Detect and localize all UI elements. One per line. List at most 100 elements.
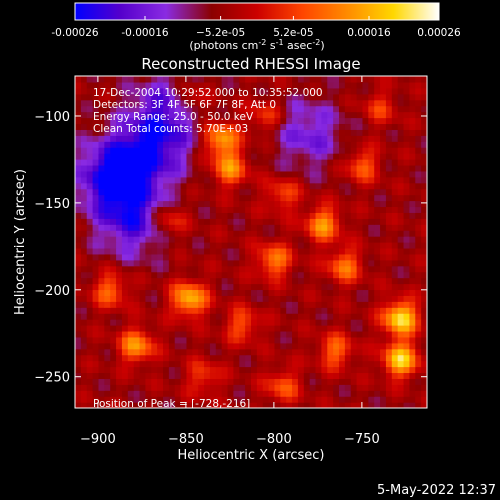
heatmap-cell	[209, 81, 217, 89]
heatmap-cell	[116, 295, 123, 302]
heatmap-cell	[309, 342, 317, 350]
heatmap-cell	[297, 182, 305, 190]
heatmap-cell	[286, 135, 293, 142]
heatmap-cell	[292, 242, 299, 249]
heatmap-cell	[374, 87, 381, 95]
heatmap-cell	[344, 76, 352, 83]
heatmap-cell	[180, 188, 188, 196]
heatmap-cell	[286, 236, 293, 243]
heatmap-cell	[309, 99, 317, 107]
heatmap-cell	[397, 342, 405, 350]
heatmap-cell	[233, 200, 240, 208]
heatmap-cell	[344, 164, 352, 172]
heatmap-cell	[274, 147, 281, 154]
heatmap-cell	[174, 81, 182, 89]
heatmap-cell	[356, 93, 364, 101]
heatmap-cell	[421, 265, 427, 273]
heatmap-cell	[233, 360, 240, 368]
heatmap-cell	[256, 336, 264, 344]
heatmap-cell	[151, 218, 158, 225]
heatmap-cell	[380, 283, 387, 291]
heatmap-cell	[233, 218, 240, 225]
heatmap-cell	[315, 176, 322, 184]
heatmap-cell	[186, 342, 193, 350]
heatmap-cell	[104, 117, 111, 125]
heatmap-cell	[315, 283, 322, 291]
heatmap-cell	[121, 236, 129, 243]
heatmap-cell	[368, 117, 375, 125]
heatmap-cell	[403, 93, 410, 101]
heatmap-cell	[116, 206, 123, 213]
heatmap-cell	[168, 289, 176, 296]
heatmap-cell	[139, 135, 146, 142]
heatmap-cell	[297, 283, 305, 291]
heatmap-cell	[121, 93, 129, 101]
heatmap-cell	[221, 242, 229, 249]
heatmap-cell	[80, 153, 88, 160]
heatmap-cell	[163, 141, 170, 148]
heatmap-cell	[397, 176, 405, 184]
heatmap-cell	[368, 402, 375, 408]
heatmap-cell	[227, 378, 234, 385]
heatmap-cell	[262, 336, 270, 344]
heatmap-cell	[239, 265, 246, 273]
heatmap-cell	[391, 360, 399, 368]
heatmap-cell	[186, 307, 193, 314]
heatmap-cell	[92, 236, 100, 243]
heatmap-cell	[297, 230, 305, 237]
heatmap-cell	[374, 81, 381, 89]
heatmap-cell	[75, 259, 82, 267]
heatmap-cell	[350, 372, 358, 379]
heatmap-cell	[333, 242, 340, 249]
heatmap-cell	[380, 342, 387, 350]
heatmap-cell	[280, 153, 287, 160]
heatmap-cell	[110, 384, 117, 391]
heatmap-cell	[209, 283, 217, 291]
heatmap-cell	[98, 342, 105, 350]
heatmap-cell	[209, 253, 217, 261]
heatmap-cell	[309, 188, 317, 196]
heatmap-cell	[409, 153, 416, 160]
heatmap-cell	[209, 176, 217, 184]
heatmap-cell	[374, 313, 381, 320]
heatmap-cell	[251, 230, 258, 237]
heatmap-cell	[297, 206, 305, 213]
heatmap-cell	[80, 313, 88, 320]
heatmap-cell	[221, 295, 229, 302]
heatmap-cell	[127, 289, 135, 296]
chart-title: Reconstructed RHESSI Image	[141, 55, 360, 73]
heatmap-cell	[221, 336, 229, 344]
heatmap-cell	[209, 242, 217, 249]
heatmap-cell	[374, 289, 381, 296]
heatmap-cell	[380, 307, 387, 314]
heatmap-cell	[344, 194, 352, 202]
heatmap-cell	[333, 277, 340, 285]
heatmap-cell	[344, 87, 352, 95]
heatmap-cell	[145, 147, 152, 154]
heatmap-cell	[98, 117, 105, 125]
heatmap-cell	[239, 182, 246, 190]
heatmap-cell	[192, 153, 199, 160]
heatmap-cell	[209, 301, 217, 308]
heatmap-cell	[192, 242, 199, 249]
heatmap-cell	[362, 176, 369, 184]
heatmap-cell	[227, 117, 234, 125]
heatmap-cell	[186, 295, 193, 302]
heatmap-cell	[233, 283, 240, 291]
heatmap-cell	[368, 384, 375, 391]
heatmap-cell	[303, 153, 311, 160]
heatmap-cell	[127, 105, 135, 113]
heatmap-cell	[186, 313, 193, 320]
x-axis-ticks: −900 −850 −800 −750	[80, 76, 380, 447]
heatmap-cell	[321, 313, 328, 320]
heatmap-cell	[280, 348, 287, 356]
heatmap-cell	[180, 259, 188, 267]
heatmap-cell	[116, 396, 123, 403]
heatmap-cell	[92, 319, 100, 326]
heatmap-cell	[350, 99, 358, 107]
heatmap-cell	[380, 277, 387, 285]
heatmap-cell	[321, 200, 328, 208]
heatmap-cell	[245, 242, 252, 249]
heatmap-cell	[274, 170, 281, 178]
heatmap-cell	[157, 164, 164, 172]
